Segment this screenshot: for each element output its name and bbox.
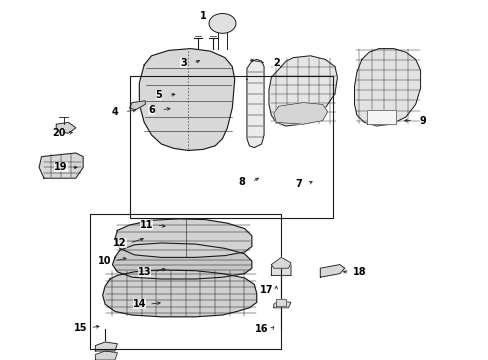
Text: 2: 2 [272, 58, 279, 68]
Polygon shape [276, 299, 285, 306]
Polygon shape [95, 342, 117, 351]
Polygon shape [268, 56, 337, 126]
Polygon shape [271, 261, 290, 275]
Text: 11: 11 [140, 220, 153, 230]
Text: 4: 4 [111, 107, 118, 117]
Text: 18: 18 [352, 267, 366, 277]
Polygon shape [102, 270, 256, 317]
Text: 8: 8 [238, 177, 245, 187]
Text: 5: 5 [155, 90, 162, 100]
Bar [90, 214, 281, 349]
Polygon shape [366, 110, 395, 124]
Bar [129, 76, 332, 218]
Text: 3: 3 [180, 58, 186, 68]
Text: 12: 12 [113, 238, 126, 248]
Text: 19: 19 [54, 162, 68, 172]
Text: 13: 13 [137, 267, 151, 277]
Polygon shape [273, 301, 290, 308]
Text: 15: 15 [74, 323, 87, 333]
Polygon shape [246, 59, 264, 148]
Polygon shape [273, 103, 327, 124]
Polygon shape [129, 101, 145, 110]
Text: 1: 1 [199, 11, 206, 21]
Polygon shape [112, 243, 251, 279]
Text: 9: 9 [419, 116, 426, 126]
Text: 10: 10 [98, 256, 112, 266]
Text: 16: 16 [254, 324, 268, 334]
Text: 20: 20 [52, 128, 65, 138]
Polygon shape [39, 153, 83, 178]
Polygon shape [139, 49, 234, 150]
Polygon shape [354, 49, 420, 126]
Polygon shape [56, 122, 76, 133]
Polygon shape [320, 265, 344, 277]
Polygon shape [115, 219, 251, 257]
Ellipse shape [209, 13, 235, 33]
Text: 14: 14 [132, 299, 146, 309]
Text: 17: 17 [259, 285, 273, 295]
Polygon shape [271, 257, 290, 268]
Text: 6: 6 [148, 105, 155, 115]
Polygon shape [95, 351, 117, 360]
Text: 7: 7 [294, 179, 301, 189]
